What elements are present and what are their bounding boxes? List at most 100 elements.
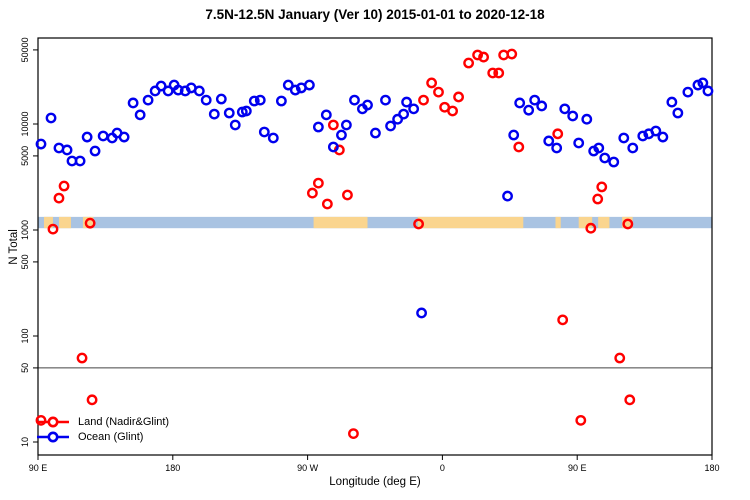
data-point-ocean [543, 135, 555, 147]
data-point-ocean [567, 110, 579, 122]
x-tick-label: 0 [440, 463, 445, 473]
data-point-ocean [134, 109, 146, 121]
data-point-ocean [349, 94, 360, 106]
y-tick-label: 100 [20, 328, 30, 343]
map-band-land-segment [598, 216, 610, 229]
data-point-land [312, 177, 324, 189]
map-band-land-segment [82, 216, 94, 229]
map-band-ocean [38, 216, 712, 229]
data-point-land [614, 352, 626, 364]
data-point-ocean [697, 77, 709, 89]
data-point-ocean [672, 107, 684, 119]
data-point-land [76, 352, 88, 364]
data-point-land [557, 314, 569, 326]
data-point-ocean [370, 127, 381, 139]
data-point-ocean [97, 130, 109, 142]
data-point-land [306, 187, 318, 199]
data-point-land [453, 91, 464, 103]
data-point-ocean [593, 142, 605, 154]
data-point-land [472, 49, 483, 61]
data-point-ocean [327, 141, 339, 153]
data-point-ocean [627, 142, 639, 154]
data-point-ocean [618, 132, 630, 144]
data-point-land [58, 180, 70, 192]
data-point-ocean [240, 105, 252, 117]
data-point-ocean [127, 97, 139, 109]
y-tick-label: 5000 [20, 146, 30, 166]
data-point-land [478, 51, 489, 63]
data-point-ocean [229, 119, 241, 131]
data-point-land [447, 105, 458, 117]
data-point-land [513, 141, 525, 153]
data-point-ocean [200, 94, 212, 106]
data-point-ocean [502, 190, 513, 202]
map-band-land-segment [43, 216, 53, 229]
map-band-land-segment [58, 216, 71, 229]
data-point-land [463, 57, 475, 69]
data-point-ocean [608, 156, 620, 168]
data-point-land [426, 77, 438, 89]
data-point-land [585, 222, 597, 234]
ocean-series-marker-icon [37, 431, 69, 442]
data-point-land [342, 189, 353, 201]
data-point-land [596, 181, 608, 193]
data-point-land [321, 198, 333, 210]
y-tick-label: 500 [20, 254, 30, 269]
data-point-ocean [303, 79, 315, 91]
data-point-ocean [254, 94, 266, 106]
data-point-ocean [248, 95, 260, 107]
data-point-ocean [193, 85, 205, 97]
data-point-ocean [142, 94, 154, 106]
data-point-ocean [398, 108, 410, 120]
x-tick-label: 90 E [29, 463, 48, 473]
x-axis-label: Longitude (deg E) [329, 476, 421, 488]
plot-border [37, 37, 713, 456]
map-band-land-segment [578, 216, 593, 229]
data-point-ocean [536, 100, 548, 112]
data-point-ocean [336, 129, 347, 141]
data-point-ocean [408, 103, 420, 115]
data-point-land [433, 86, 444, 98]
data-point-ocean [599, 152, 611, 164]
data-point-ocean [172, 84, 184, 96]
data-point-land [622, 218, 634, 230]
data-point-ocean [74, 155, 86, 167]
x-tick-label: 180 [704, 463, 719, 473]
data-point-ocean [385, 120, 396, 132]
data-point-land [506, 48, 518, 60]
data-point-ocean [573, 137, 585, 149]
map-band-land-segment [313, 216, 368, 229]
legend-entry-land: Land (Nadir&Glint) [36, 414, 169, 429]
y-tick-label: 10 [20, 437, 30, 447]
data-point-ocean [118, 131, 130, 143]
data-point-ocean [275, 95, 287, 107]
data-point-ocean [155, 80, 167, 92]
data-point-ocean [208, 108, 220, 120]
data-point-land [418, 94, 429, 106]
data-point-ocean [267, 132, 279, 144]
data-point-ocean [162, 85, 174, 97]
data-point-ocean [702, 85, 714, 97]
data-point-ocean [682, 86, 694, 98]
data-point-land [592, 193, 604, 205]
data-point-ocean [215, 93, 227, 105]
map-band-land-segment [555, 216, 561, 229]
data-point-ocean [657, 131, 669, 143]
data-point-ocean [380, 94, 391, 106]
data-point-ocean [514, 97, 526, 109]
data-point-ocean [508, 129, 520, 141]
data-point-land [84, 217, 96, 229]
x-tick-label: 90 W [297, 463, 319, 473]
legend-label-land: Land (Nadir&Glint) [78, 415, 170, 428]
data-point-ocean [666, 96, 678, 108]
data-point-land [624, 394, 636, 406]
data-point-ocean [61, 144, 73, 156]
data-point-land [47, 223, 59, 235]
y-axis-label: N Total [8, 229, 20, 265]
data-point-ocean [223, 107, 235, 119]
legend-entry-ocean: Ocean (Glint) [36, 429, 169, 444]
y-tick-label: 1000 [20, 220, 30, 240]
legend: Land (Nadir&Glint) Ocean (Glint) [36, 414, 169, 444]
data-point-ocean [89, 145, 101, 157]
